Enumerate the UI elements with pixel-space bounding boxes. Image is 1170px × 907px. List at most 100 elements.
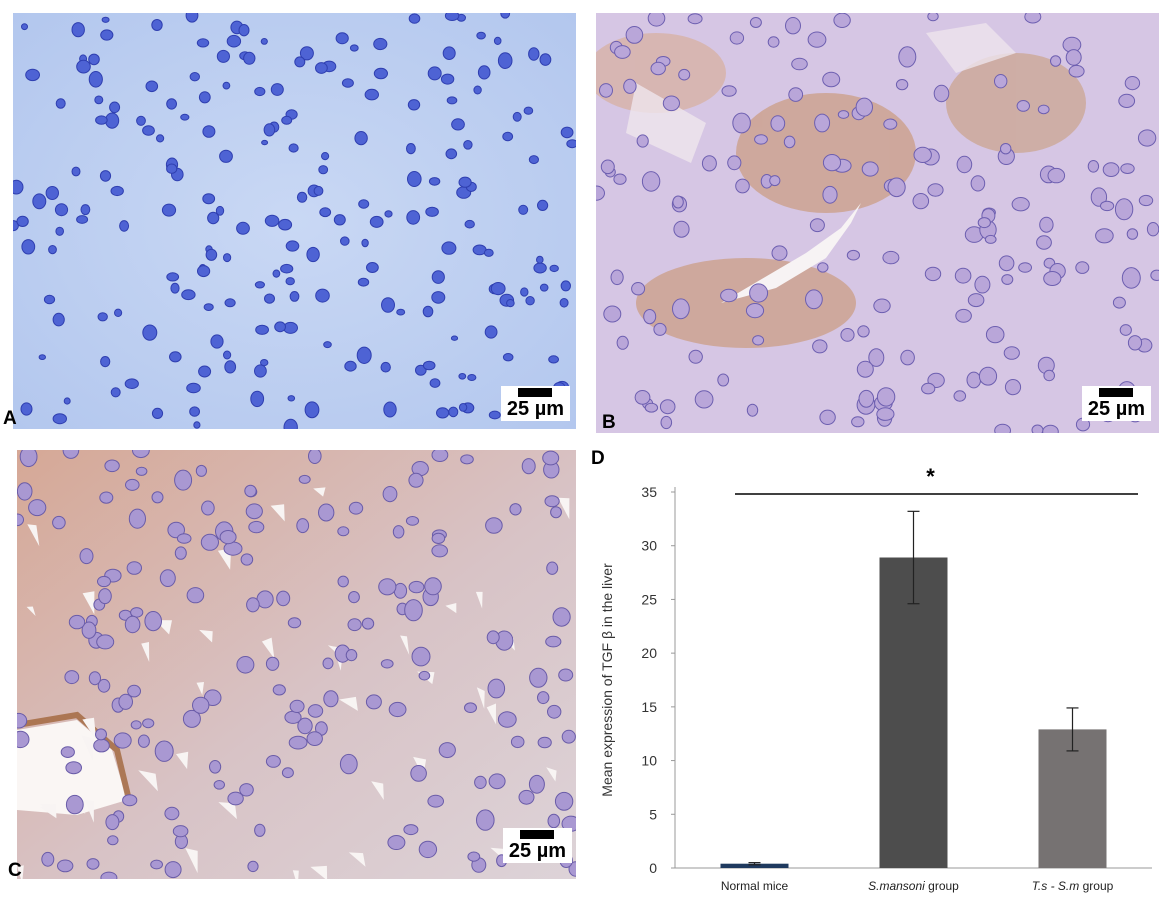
cell-nucleus — [361, 238, 369, 248]
cell-nucleus — [1031, 424, 1044, 433]
cell-nucleus — [525, 296, 535, 306]
cell-nucleus — [1137, 129, 1157, 147]
cell-nucleus — [176, 533, 192, 544]
cell-nucleus — [544, 495, 560, 508]
cell-nucleus — [340, 236, 350, 246]
sinusoid-gap — [261, 637, 275, 659]
cell-nucleus — [223, 253, 232, 263]
cell-nucleus — [127, 684, 141, 698]
sinusoid-gap — [218, 802, 237, 820]
cell-nucleus — [151, 19, 163, 31]
cell-nucleus — [558, 668, 574, 682]
cell-nucleus — [203, 303, 214, 312]
cell-nucleus — [272, 684, 286, 696]
cell-nucleus — [429, 378, 441, 388]
cell-nucleus — [166, 98, 178, 110]
cell-nucleus — [101, 16, 110, 23]
cell-nucleus — [164, 861, 182, 879]
cell-nucleus — [418, 840, 438, 859]
significance-star: * — [926, 464, 935, 489]
cell-nucleus — [953, 390, 967, 402]
cell-nucleus — [254, 281, 265, 289]
cell-nucleus — [260, 359, 269, 367]
panel-c-letter: C — [8, 860, 22, 881]
sinusoid-gap — [310, 865, 328, 879]
cell-nucleus — [144, 611, 162, 632]
cell-nucleus — [166, 163, 178, 174]
cell-nucleus — [289, 291, 300, 302]
cell-nucleus — [533, 262, 547, 274]
sinusoid-gap — [348, 852, 366, 867]
sinusoid-gap — [558, 497, 570, 520]
cell-nucleus — [673, 220, 690, 238]
sinusoid-gap — [84, 799, 94, 823]
cell-nucleus — [60, 746, 75, 759]
cell-nucleus — [164, 806, 180, 821]
cell-nucleus — [98, 588, 112, 605]
cell-nucleus — [245, 503, 263, 520]
cell-nucleus — [1043, 369, 1056, 382]
cell-nucleus — [174, 469, 193, 491]
cell-nucleus — [154, 740, 174, 762]
cell-nucleus — [198, 365, 212, 378]
cell-nucleus — [57, 859, 74, 873]
cell-nucleus — [323, 341, 332, 349]
cell-nucleus — [431, 270, 445, 284]
cell-nucleus — [100, 29, 114, 41]
cell-nucleus — [408, 580, 425, 594]
chart-bars — [720, 510, 1107, 868]
cell-nucleus — [135, 466, 148, 476]
cell-nucleus — [297, 717, 313, 735]
cell-nucleus — [688, 349, 703, 364]
cell-nucleus — [174, 546, 187, 560]
cell-nucleus — [118, 693, 133, 710]
cell-nucleus — [509, 503, 522, 516]
cell-nucleus — [321, 152, 330, 161]
cell-nucleus — [159, 569, 176, 588]
cell-nucleus — [109, 101, 121, 114]
cell-nucleus — [349, 44, 359, 52]
cell-nucleus — [17, 482, 33, 501]
cell-nucleus — [536, 255, 544, 264]
cell-nucleus — [1001, 274, 1014, 285]
cell-nucleus — [837, 110, 850, 119]
cell-nucleus — [166, 272, 180, 282]
cell-nucleus — [254, 86, 266, 97]
cell-nucleus — [431, 291, 446, 304]
cell-nucleus — [306, 731, 323, 747]
cell-nucleus — [81, 621, 97, 639]
cell-nucleus — [381, 297, 395, 313]
cell-nucleus — [1120, 163, 1135, 175]
cell-nucleus — [142, 718, 155, 729]
cell-nucleus — [488, 773, 506, 790]
cell-nucleus — [198, 91, 211, 104]
cell-nucleus — [323, 690, 339, 708]
cell-nucleus — [876, 407, 895, 421]
cell-nucleus — [662, 95, 681, 112]
cell-nucleus — [487, 678, 506, 699]
cell-nucleus — [529, 667, 548, 688]
cell-nucleus — [88, 71, 103, 88]
cell-nucleus — [458, 176, 472, 188]
cell-nucleus — [124, 378, 139, 390]
cell-nucleus — [528, 155, 540, 165]
cell-nucleus — [791, 57, 808, 71]
cell-nucleus — [521, 458, 536, 475]
cell-nucleus — [924, 266, 942, 282]
cell-nucleus — [616, 335, 629, 350]
cell-nucleus — [243, 51, 256, 65]
cell-nucleus — [79, 548, 94, 565]
panel-b-letter: B — [602, 412, 616, 433]
sinusoid-gap — [26, 606, 36, 616]
cell-nucleus — [254, 364, 267, 378]
sinusoid-gap — [270, 504, 285, 522]
cell-nucleus — [546, 561, 559, 575]
panel-a-scale-label: 25 µm — [506, 398, 564, 420]
cell-nucleus — [224, 298, 236, 308]
cell-nucleus — [431, 532, 446, 545]
cell-nucleus — [41, 851, 55, 867]
cell-nucleus — [410, 765, 427, 782]
cell-nucleus — [408, 472, 424, 488]
cell-nucleus — [749, 283, 769, 303]
cell-nucleus — [406, 210, 421, 225]
